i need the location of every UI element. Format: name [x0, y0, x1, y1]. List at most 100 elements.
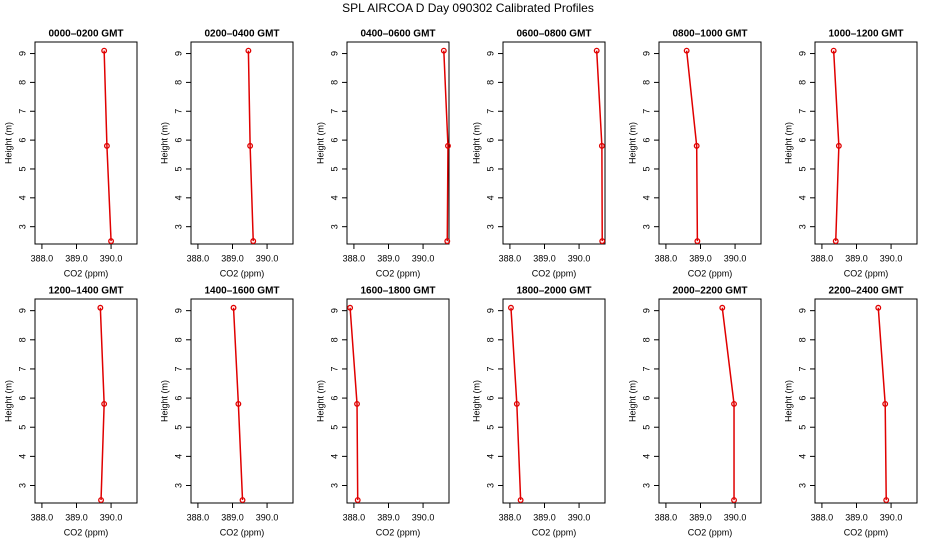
y-tick-label: 9	[641, 51, 651, 56]
profile-point	[693, 142, 700, 149]
x-axis-label: CO2 (ppm)	[532, 527, 577, 537]
x-tick-label: 390.0	[412, 253, 435, 263]
profile-point	[593, 47, 600, 54]
y-tick-label: 7	[797, 109, 807, 114]
panel-title: 0800–1000 GMT	[672, 29, 747, 40]
profile-point	[719, 304, 726, 311]
y-tick-label: 8	[173, 337, 183, 342]
plot-frame	[34, 41, 138, 245]
y-tick-label: 6	[173, 396, 183, 401]
y-tick-label: 6	[173, 138, 183, 143]
panel-title: 1400–1600 GMT	[204, 286, 279, 297]
y-axis-label: Height (m)	[3, 122, 13, 164]
y-tick-label: 9	[17, 51, 27, 56]
x-tick-label: 390.0	[724, 512, 747, 522]
x-tick-label: 389.0	[845, 512, 868, 522]
y-tick-label: 3	[485, 483, 495, 488]
profile-point	[835, 142, 842, 149]
y-tick-label: 6	[17, 138, 27, 143]
x-tick-label: 388.0	[655, 512, 678, 522]
y-tick-label: 7	[17, 109, 27, 114]
profile-point	[832, 238, 839, 245]
y-tick-label: 8	[485, 80, 495, 85]
profile-point	[882, 400, 889, 407]
y-tick-label: 9	[485, 51, 495, 56]
y-tick-label: 3	[173, 224, 183, 229]
y-tick-label: 7	[173, 109, 183, 114]
profile-point	[354, 400, 360, 407]
x-tick-label: 390.0	[568, 253, 591, 263]
profile-point	[598, 142, 605, 149]
y-tick-label: 8	[797, 80, 807, 85]
profile-line	[832, 50, 840, 242]
y-axis-label: Height (m)	[627, 380, 637, 422]
x-tick-label: 390.0	[880, 512, 903, 522]
y-tick-label: 8	[641, 80, 651, 85]
profile-point	[108, 238, 115, 245]
x-tick-label: 388.0	[31, 253, 54, 263]
y-tick-label: 7	[329, 109, 339, 114]
profile-point	[440, 47, 447, 54]
y-tick-label: 5	[485, 166, 495, 171]
x-tick-label: 388.0	[655, 253, 678, 263]
profile-point	[230, 304, 237, 311]
profile-point	[103, 142, 110, 149]
y-tick-label: 5	[485, 425, 495, 430]
y-tick-label: 9	[173, 308, 183, 313]
y-tick-label: 4	[641, 454, 651, 459]
x-tick-label: 388.0	[31, 512, 54, 522]
y-tick-label: 9	[17, 308, 27, 313]
y-tick-label: 3	[17, 224, 27, 229]
y-tick-label: 6	[485, 138, 495, 143]
panel-title: 1800–2000 GMT	[516, 286, 591, 297]
y-tick-label: 3	[485, 224, 495, 229]
x-tick-label: 390.0	[256, 253, 279, 263]
x-axis-label: CO2 (ppm)	[64, 268, 109, 278]
x-tick-label: 389.0	[221, 512, 244, 522]
profile-line	[510, 307, 522, 501]
plot-frame	[190, 41, 294, 245]
profile-point	[239, 497, 246, 504]
panel-title: 1200–1400 GMT	[48, 286, 123, 297]
x-tick-label: 388.0	[499, 512, 522, 522]
panel-title: 0000–0200 GMT	[48, 29, 123, 40]
plot-frame	[502, 41, 606, 245]
x-axis-label: CO2 (ppm)	[844, 268, 889, 278]
y-axis-label: Height (m)	[159, 380, 169, 422]
profile-point	[247, 142, 254, 149]
y-tick-label: 5	[17, 166, 27, 171]
y-tick-label: 4	[173, 454, 183, 459]
y-tick-label: 5	[641, 425, 651, 430]
y-tick-label: 5	[797, 166, 807, 171]
x-axis-label: CO2 (ppm)	[220, 527, 265, 537]
plot-frame	[502, 298, 606, 504]
profile-point	[731, 400, 737, 407]
y-tick-label: 3	[641, 224, 651, 229]
plot-frame	[814, 41, 918, 245]
y-axis-label: Height (m)	[3, 380, 13, 422]
y-tick-label: 3	[797, 224, 807, 229]
y-axis-label: Height (m)	[315, 380, 325, 422]
y-tick-label: 7	[485, 109, 495, 114]
profile-line	[877, 307, 887, 501]
x-tick-label: 390.0	[724, 253, 747, 263]
y-tick-label: 6	[329, 396, 339, 401]
y-tick-label: 8	[173, 80, 183, 85]
x-axis-label: CO2 (ppm)	[64, 527, 109, 537]
x-tick-label: 389.0	[377, 512, 400, 522]
y-tick-label: 5	[641, 166, 651, 171]
x-tick-label: 390.0	[100, 253, 123, 263]
profile-point	[98, 497, 104, 504]
profile-point	[235, 400, 242, 407]
y-tick-label: 7	[17, 366, 27, 371]
panel-title: 2000–2200 GMT	[672, 286, 747, 297]
profile-point	[694, 238, 701, 245]
y-tick-label: 8	[17, 80, 27, 85]
y-tick-label: 3	[329, 224, 339, 229]
y-tick-label: 5	[17, 425, 27, 430]
profile-point	[508, 304, 514, 311]
profile-point	[347, 304, 354, 311]
profile-point	[683, 47, 690, 54]
x-tick-label: 389.0	[221, 253, 244, 263]
